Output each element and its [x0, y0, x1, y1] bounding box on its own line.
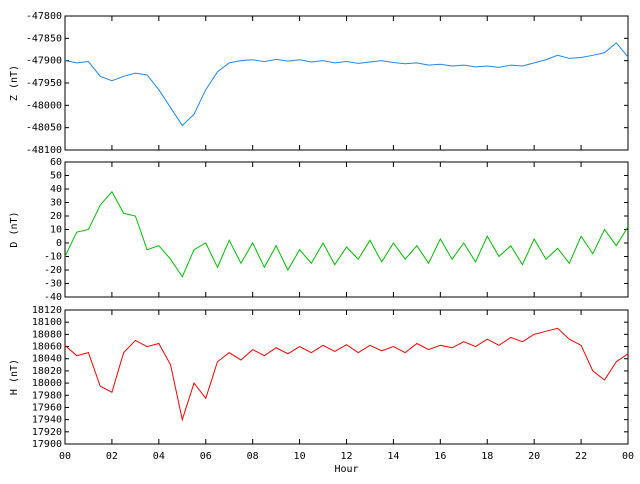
y-tick-label: 60 [50, 157, 62, 168]
y-tick-label: -47800 [26, 11, 62, 22]
plot-frame [64, 161, 629, 298]
x-tick-label: 08 [247, 451, 259, 462]
x-tick-label: 14 [387, 451, 399, 462]
x-tick-label: 04 [153, 451, 165, 462]
y-tick-label: -47850 [26, 33, 62, 44]
y-tick-label: 17900 [32, 439, 62, 450]
y-tick-label: 17940 [32, 415, 62, 426]
plot-frame [64, 15, 629, 151]
x-tick-label: 12 [340, 451, 352, 462]
y-tick-label: -48050 [26, 123, 62, 134]
y-tick-label: 20 [50, 211, 62, 222]
y-axis-label: D (nT) [9, 211, 20, 247]
data-line [64, 190, 629, 278]
data-line [64, 42, 629, 127]
x-tick-label: 18 [481, 451, 493, 462]
x-axis-label: Hour [334, 464, 358, 475]
y-tick-label: -20 [44, 265, 62, 276]
x-tick-label: 00 [59, 451, 71, 462]
y-tick-label: 18100 [32, 317, 62, 328]
y-tick-label: 18000 [32, 378, 62, 389]
y-tick-label: 17980 [32, 390, 62, 401]
x-tick-label: 16 [434, 451, 446, 462]
y-tick-label: 40 [50, 184, 62, 195]
y-tick-label: 18040 [32, 354, 62, 365]
x-tick-label: 02 [106, 451, 118, 462]
x-tick-label: 20 [528, 451, 540, 462]
y-tick-label: 10 [50, 225, 62, 236]
x-tick-label: 06 [200, 451, 212, 462]
x-tick-label: 22 [575, 451, 587, 462]
y-tick-label: 18120 [32, 305, 62, 316]
y-tick-label: 18060 [32, 342, 62, 353]
y-tick-label: 18080 [32, 329, 62, 340]
y-tick-label: -10 [44, 252, 62, 263]
y-axis-label: Z (nT) [9, 65, 20, 101]
y-tick-label: 0 [56, 238, 62, 249]
plot-frame [64, 309, 629, 445]
y-tick-label: 18020 [32, 366, 62, 377]
y-tick-label: 17960 [32, 402, 62, 413]
y-tick-label: 17920 [32, 427, 62, 438]
y-tick-label: -47950 [26, 78, 62, 89]
y-axis-label: H (nT) [9, 359, 20, 395]
y-tick-label: 30 [50, 198, 62, 209]
y-tick-label: -30 [44, 279, 62, 290]
y-tick-label: -40 [44, 292, 62, 303]
x-tick-label: 00 [622, 451, 634, 462]
data-line [64, 327, 629, 422]
y-tick-label: -48100 [26, 145, 62, 156]
y-tick-label: -47900 [26, 56, 62, 67]
y-tick-label: 50 [50, 171, 62, 182]
y-tick-label: -48000 [26, 100, 62, 111]
x-tick-label: 10 [294, 451, 306, 462]
